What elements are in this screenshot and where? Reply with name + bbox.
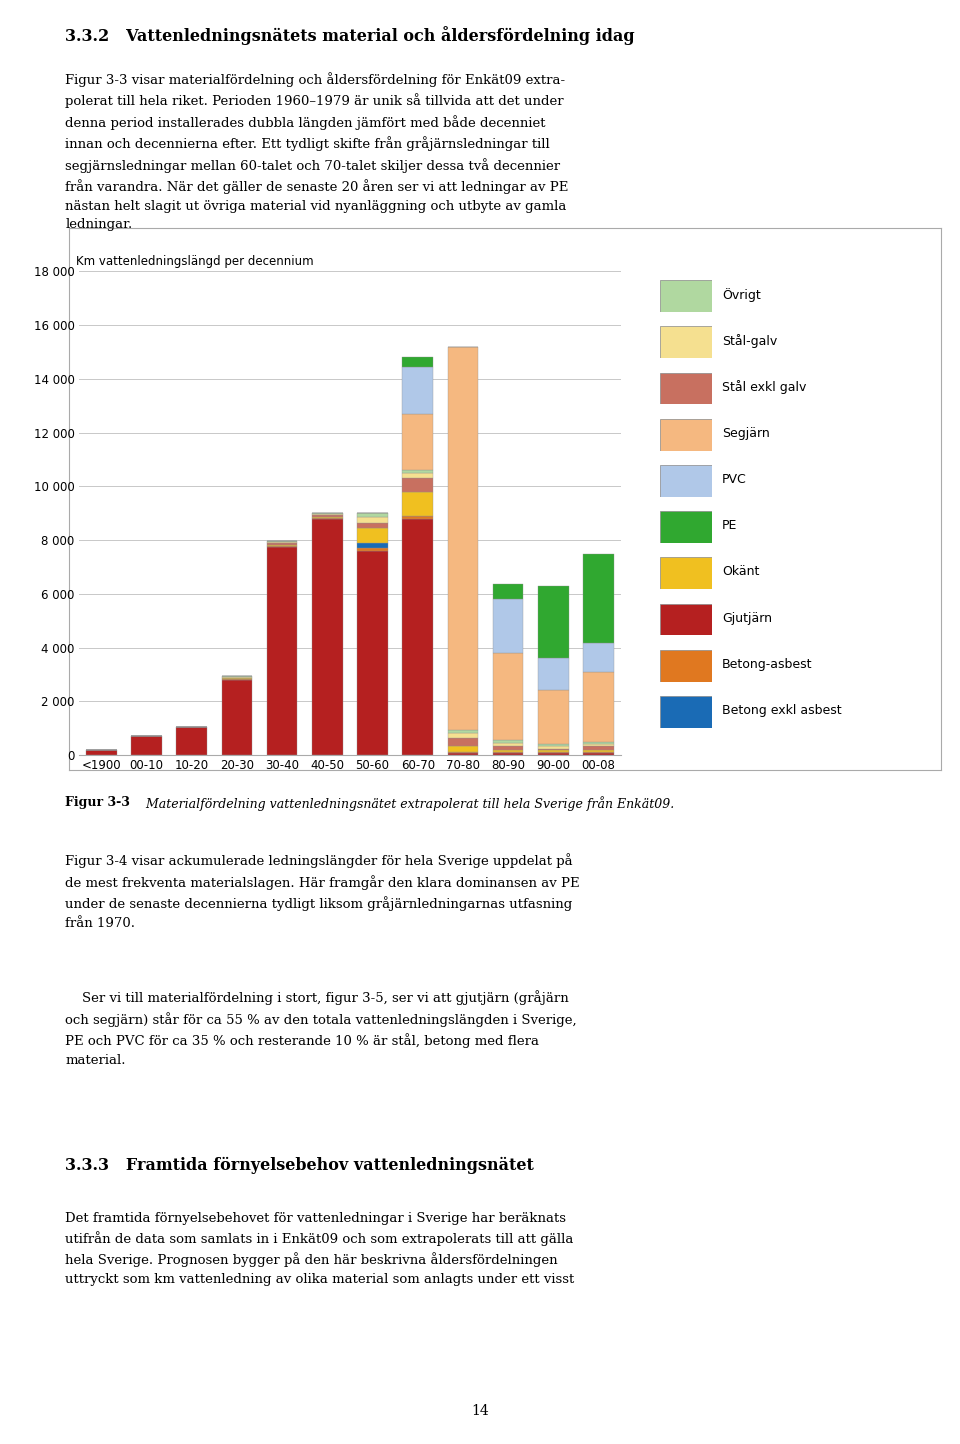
Bar — [312, 518, 343, 755]
Bar — [538, 744, 568, 747]
Text: Övrigt: Övrigt — [722, 287, 760, 302]
Bar — [357, 543, 388, 549]
Bar — [447, 347, 478, 731]
Bar — [492, 742, 523, 745]
Text: Gjutjärn: Gjutjärn — [722, 611, 772, 625]
Text: Materialfördelning vattenledningsnätet extrapolerat till hela Sverige från Enkät: Materialfördelning vattenledningsnätet e… — [134, 796, 675, 810]
Bar — [402, 492, 433, 516]
Text: Okänt: Okänt — [722, 565, 759, 579]
Bar — [492, 752, 523, 755]
Bar — [492, 749, 523, 752]
Bar — [538, 690, 568, 744]
Bar — [492, 585, 523, 599]
Text: PE: PE — [722, 518, 737, 533]
Text: Stål-galv: Stål-galv — [722, 334, 778, 348]
Bar — [447, 738, 478, 747]
Text: Betong-asbest: Betong-asbest — [722, 657, 812, 671]
Bar — [447, 752, 478, 755]
Bar — [583, 643, 613, 671]
Text: Km vattenledningslängd per decennium: Km vattenledningslängd per decennium — [76, 254, 314, 267]
Bar — [583, 671, 613, 742]
Bar — [402, 471, 433, 474]
Text: Ser vi till materialfördelning i stort, figur 3-5, ser vi att gjutjärn (gråjärn
: Ser vi till materialfördelning i stort, … — [65, 991, 577, 1067]
Bar — [583, 752, 613, 755]
Text: Segjärn: Segjärn — [722, 426, 770, 440]
Bar — [492, 745, 523, 749]
Text: Betong exkl asbest: Betong exkl asbest — [722, 703, 842, 718]
Text: Det framtida förnyelsebehovet för vattenledningar i Sverige har beräknats
utifrå: Det framtida förnyelsebehovet för vatten… — [65, 1212, 574, 1285]
Bar — [402, 518, 433, 755]
Bar — [267, 547, 298, 755]
Text: 14: 14 — [471, 1404, 489, 1418]
Bar — [177, 726, 207, 755]
Bar — [402, 367, 433, 414]
Text: Figur 3-4 visar ackumulerade ledningslängder för hela Sverige uppdelat på
de mes: Figur 3-4 visar ackumulerade ledningslän… — [65, 853, 580, 930]
Bar — [583, 744, 613, 747]
Text: PVC: PVC — [722, 472, 747, 487]
Bar — [538, 752, 568, 755]
Bar — [222, 680, 252, 755]
Bar — [132, 736, 162, 755]
Bar — [402, 478, 433, 492]
Bar — [492, 741, 523, 742]
Bar — [447, 747, 478, 752]
Bar — [447, 731, 478, 734]
Text: 3.3.3   Framtida förnyelsebehov vattenledningsnätet: 3.3.3 Framtida förnyelsebehov vattenledn… — [65, 1157, 534, 1174]
Text: Figur 3-3 visar materialfördelning och åldersfördelning för Enkät09 extra-
poler: Figur 3-3 visar materialfördelning och å… — [65, 72, 568, 231]
Text: Figur 3-3: Figur 3-3 — [65, 796, 131, 809]
Bar — [538, 586, 568, 658]
Bar — [583, 554, 613, 643]
Text: Stål exkl galv: Stål exkl galv — [722, 380, 806, 394]
Bar — [357, 549, 388, 552]
Bar — [402, 358, 433, 367]
Bar — [583, 742, 613, 744]
Bar — [447, 734, 478, 738]
Bar — [492, 599, 523, 653]
Bar — [357, 529, 388, 543]
Bar — [86, 749, 117, 755]
Text: 3.3.2   Vattenledningsnätets material och åldersfördelning idag: 3.3.2 Vattenledningsnätets material och … — [65, 26, 635, 45]
Bar — [402, 516, 433, 518]
Bar — [357, 514, 388, 517]
Bar — [538, 658, 568, 690]
Bar — [357, 517, 388, 523]
Bar — [357, 552, 388, 755]
Bar — [402, 474, 433, 478]
Bar — [402, 414, 433, 471]
Bar — [357, 523, 388, 529]
Bar — [583, 747, 613, 751]
Bar — [492, 653, 523, 741]
Bar — [538, 747, 568, 749]
